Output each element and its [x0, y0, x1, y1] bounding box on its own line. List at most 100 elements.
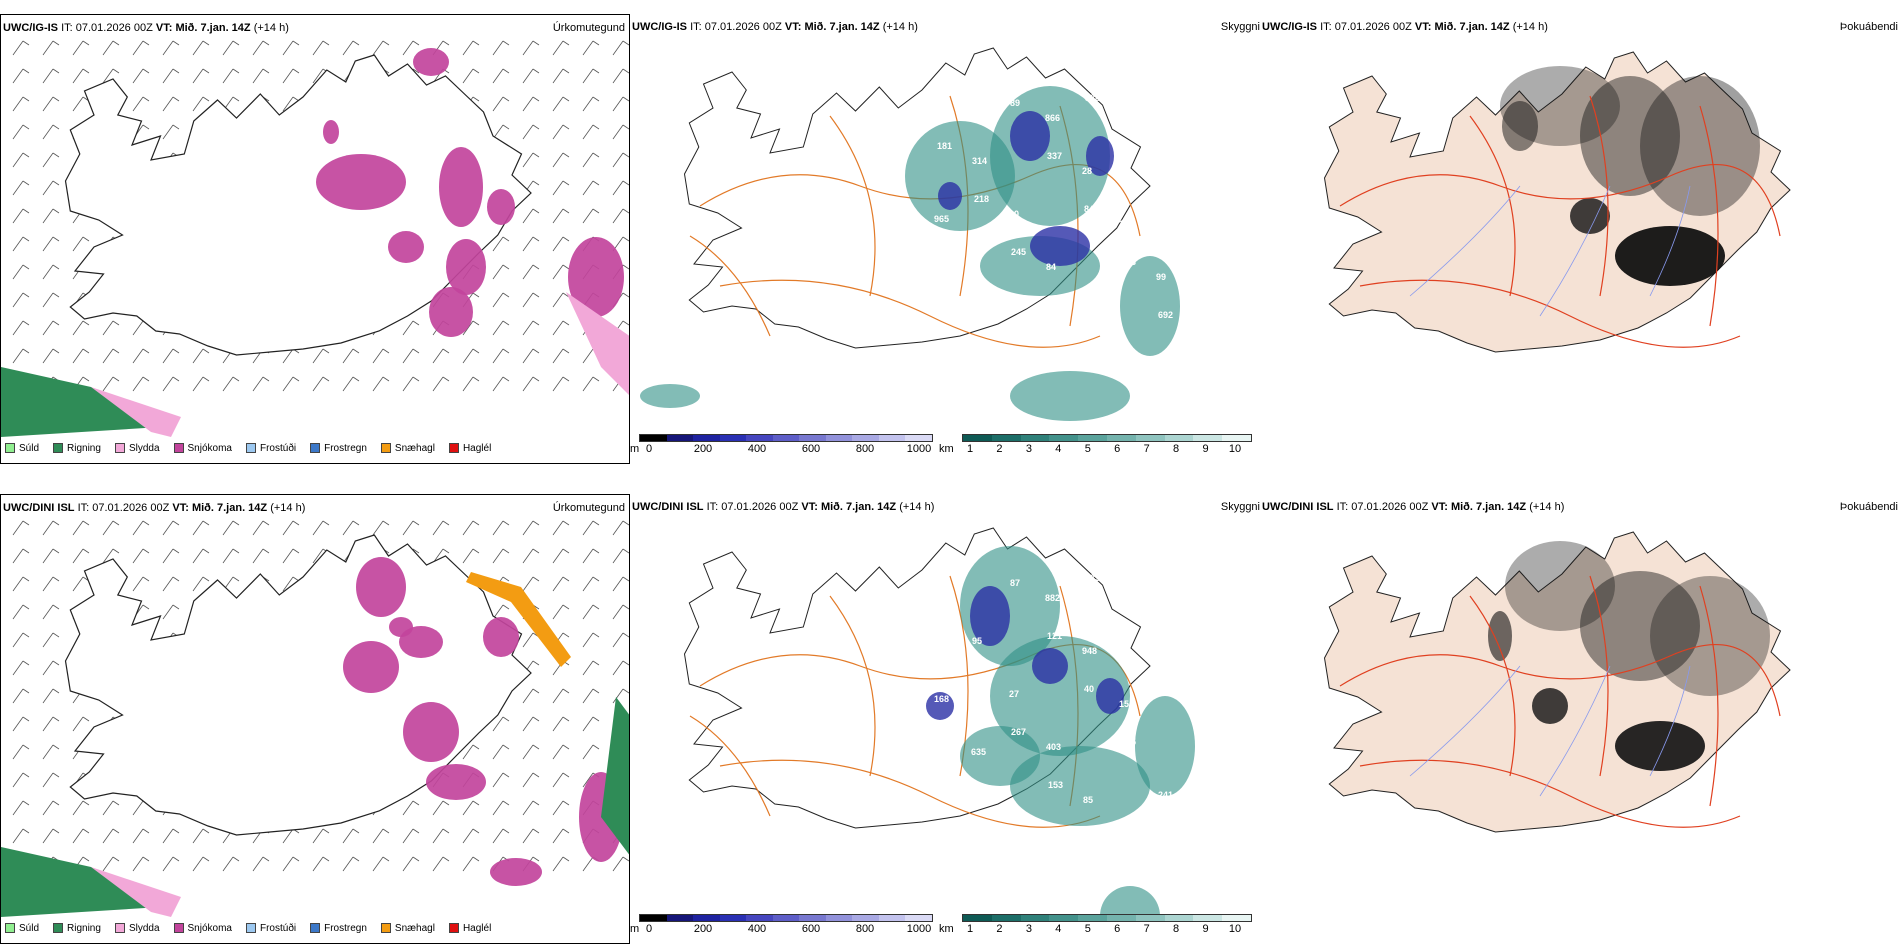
visibility-colorbar: km 1 2 3 4 5 6 7 8 9 10	[939, 914, 1252, 936]
legend-label: Frostregn	[324, 922, 367, 934]
precip-type-panel-row2: UWC/DINI ISL IT: 07.01.2026 00Z VT: Mið.…	[0, 494, 630, 944]
rain-area	[1, 367, 161, 437]
ceiling-value-label: 267	[1011, 727, 1026, 737]
fog-area	[1532, 688, 1568, 724]
colorbar-tick-label: 7	[1143, 443, 1150, 455]
colorbar-tick-label: 10	[1228, 923, 1242, 935]
ceiling-ticks: 0 200 400 600 800 1000	[631, 443, 933, 455]
ceiling-value-label: 948	[1082, 646, 1097, 656]
legend-swatch	[114, 443, 125, 453]
ceiling-colorbar: m 0 200 400 600 800 1000	[630, 914, 933, 936]
legend-label: Snjókoma	[187, 442, 232, 454]
ceiling-unit: m	[630, 923, 640, 935]
ceiling-value-label: 35	[971, 267, 981, 277]
precip-type-map	[1, 520, 629, 917]
colorbar-tick-label: 8	[1173, 443, 1180, 455]
legend-label: Súld	[19, 442, 40, 454]
ceiling-value-label: 52	[973, 785, 983, 795]
ceiling-value-label: 87	[1010, 578, 1020, 588]
ceiling-value-label: 224	[937, 621, 952, 631]
legend-swatch	[245, 923, 256, 933]
ceiling-value-label: 245	[1011, 247, 1026, 257]
legend-swatch	[5, 443, 15, 453]
low-ceiling-area	[926, 692, 954, 720]
low-ceiling-area	[938, 182, 962, 210]
ceiling-value-label: 866	[1045, 113, 1060, 123]
colorbar-tick-label: 9	[1202, 443, 1209, 455]
colorbar-tick-label: 600	[801, 923, 821, 935]
ceiling-value-label: 235	[1085, 573, 1100, 583]
ceiling-unit: m	[630, 443, 640, 455]
snow-area	[316, 154, 406, 210]
ceiling-bar	[639, 434, 933, 442]
colorbar-tick-label: 1000	[906, 923, 932, 935]
coastline	[64, 534, 532, 836]
ceiling-value-label: 40	[1084, 684, 1094, 694]
snow-area	[388, 231, 424, 263]
low-visibility-area	[1120, 256, 1180, 356]
fog-area	[1502, 101, 1538, 151]
legend-label: Snæhagl	[394, 442, 435, 454]
ceiling-value-label: 337	[1047, 151, 1062, 161]
ceiling-value-label: 262	[1048, 300, 1063, 310]
ceiling-value-label: 882	[1045, 593, 1060, 603]
legend-label: Súld	[19, 922, 40, 934]
colorbar-tick-label: 2	[996, 923, 1003, 935]
ceiling-value-label: 290	[900, 568, 915, 578]
sleet-area	[91, 867, 181, 917]
ice-pellets-area	[466, 572, 571, 667]
snow-area	[568, 237, 624, 317]
sleet-area	[91, 387, 181, 437]
legend-item: Frostregn	[310, 443, 367, 454]
fog-indicator-map	[1323, 51, 1791, 353]
panel-header: UWC/IG-IS IT: 07.01.2026 00Z VT: Mið. 7.…	[3, 22, 289, 34]
ceiling-value-label: 108	[1083, 315, 1098, 325]
fog-area	[1570, 198, 1610, 234]
ceiling-value-label: 168	[934, 694, 949, 704]
ceiling-value-label: 69	[1159, 679, 1169, 689]
colorbar-tick-label: 0	[645, 923, 653, 935]
legend-swatch	[114, 923, 125, 933]
ceiling-colorbar: m 0 200 400 600 800 1000	[630, 434, 933, 456]
low-ceiling-area	[1096, 678, 1124, 714]
low-visibility-area	[1100, 886, 1160, 916]
visibility-ticks: 1 2 3 4 5 6 7 8 9 10	[940, 923, 1252, 935]
ceiling-value-label: 180	[1120, 108, 1135, 118]
visibility-map: 42 181 218 245 262 388 361 198 101 111 89 337 842 483…	[640, 47, 1180, 421]
ceiling-value-label: 128	[974, 674, 989, 684]
legend-item: Frostregn	[310, 923, 367, 934]
fog-panel-row2: UWC/DINI ISL IT: 07.01.2026 00Z VT: Mið.…	[1260, 494, 1900, 944]
colorbar-tick-label: 0	[645, 443, 653, 455]
low-ceiling-area	[1086, 136, 1114, 176]
panel-title: Skyggni	[1220, 501, 1260, 513]
ceiling-value-label: 95	[972, 636, 982, 646]
fog-area	[1640, 76, 1760, 216]
ceiling-value-label: 361	[1122, 146, 1137, 156]
low-visibility-area	[1135, 696, 1195, 796]
snow-area	[323, 120, 339, 144]
fog-area	[1650, 576, 1770, 696]
colorbar-tick-label: 800	[855, 923, 875, 935]
legend-item: Slydda	[114, 923, 160, 934]
ceiling-value-label: 42	[900, 88, 910, 98]
panel-header: UWC/DINI ISL IT: 07.01.2026 00Z VT: Mið.…	[1262, 501, 1565, 513]
panel-title: Úrkomutegund	[552, 22, 625, 34]
ceiling-value-label: 85	[1083, 795, 1093, 805]
legend-label: Frostúði	[259, 442, 297, 454]
fog-area	[1615, 226, 1725, 286]
visibility-map: 290 224 128 267 153 235 124 69 249 52 87 121 40 245 24…	[683, 527, 1195, 916]
colorbar-tick-label: 3	[1025, 923, 1032, 935]
colorbar-tick-label: 4	[1055, 923, 1062, 935]
colorbar-tick-label: 3	[1025, 443, 1032, 455]
legend-label: Rigning	[67, 442, 101, 454]
legend-swatch	[245, 443, 256, 453]
ceiling-bar	[639, 914, 933, 922]
legend-swatch	[310, 443, 321, 453]
ceiling-ticks: 0 200 400 600 800 1000	[631, 923, 933, 935]
snow-area	[490, 858, 542, 886]
low-visibility-area	[1010, 371, 1130, 421]
snow-area	[483, 617, 519, 657]
low-ceiling-area	[1030, 226, 1090, 266]
legend-item: Snæhagl	[380, 923, 435, 934]
rivers	[1409, 185, 1691, 317]
